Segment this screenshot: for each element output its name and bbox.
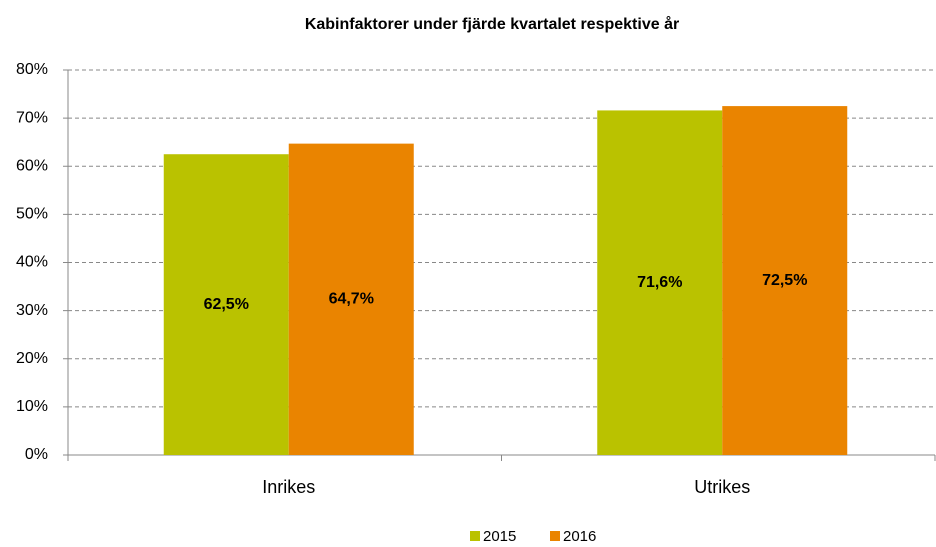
bar (722, 106, 848, 455)
x-tick-label: Inrikes (262, 477, 315, 497)
x-tick-label: Utrikes (694, 477, 750, 497)
y-tick-label: 50% (16, 206, 48, 223)
value-label: 71,6% (637, 274, 682, 291)
legend-swatch (550, 531, 560, 541)
bar (288, 143, 414, 455)
y-tick-label: 10% (16, 398, 48, 415)
bar (597, 110, 723, 456)
legend-swatch (470, 531, 480, 541)
chart-title: Kabinfaktorer under fjärde kvartalet res… (305, 15, 679, 33)
y-tick-label: 30% (16, 302, 48, 319)
y-tick-label: 20% (16, 350, 48, 367)
y-tick-label: 70% (16, 109, 48, 126)
y-tick-label: 60% (16, 157, 48, 174)
value-label: 72,5% (762, 272, 807, 289)
y-tick-label: 80% (16, 61, 48, 78)
value-label: 62,5% (204, 296, 249, 313)
legend-label: 2016 (563, 528, 596, 545)
y-tick-label: 0% (25, 446, 48, 463)
y-tick-label: 40% (16, 254, 48, 271)
value-label: 64,7% (329, 291, 374, 308)
legend-label: 2015 (483, 528, 516, 545)
bar (163, 154, 289, 455)
